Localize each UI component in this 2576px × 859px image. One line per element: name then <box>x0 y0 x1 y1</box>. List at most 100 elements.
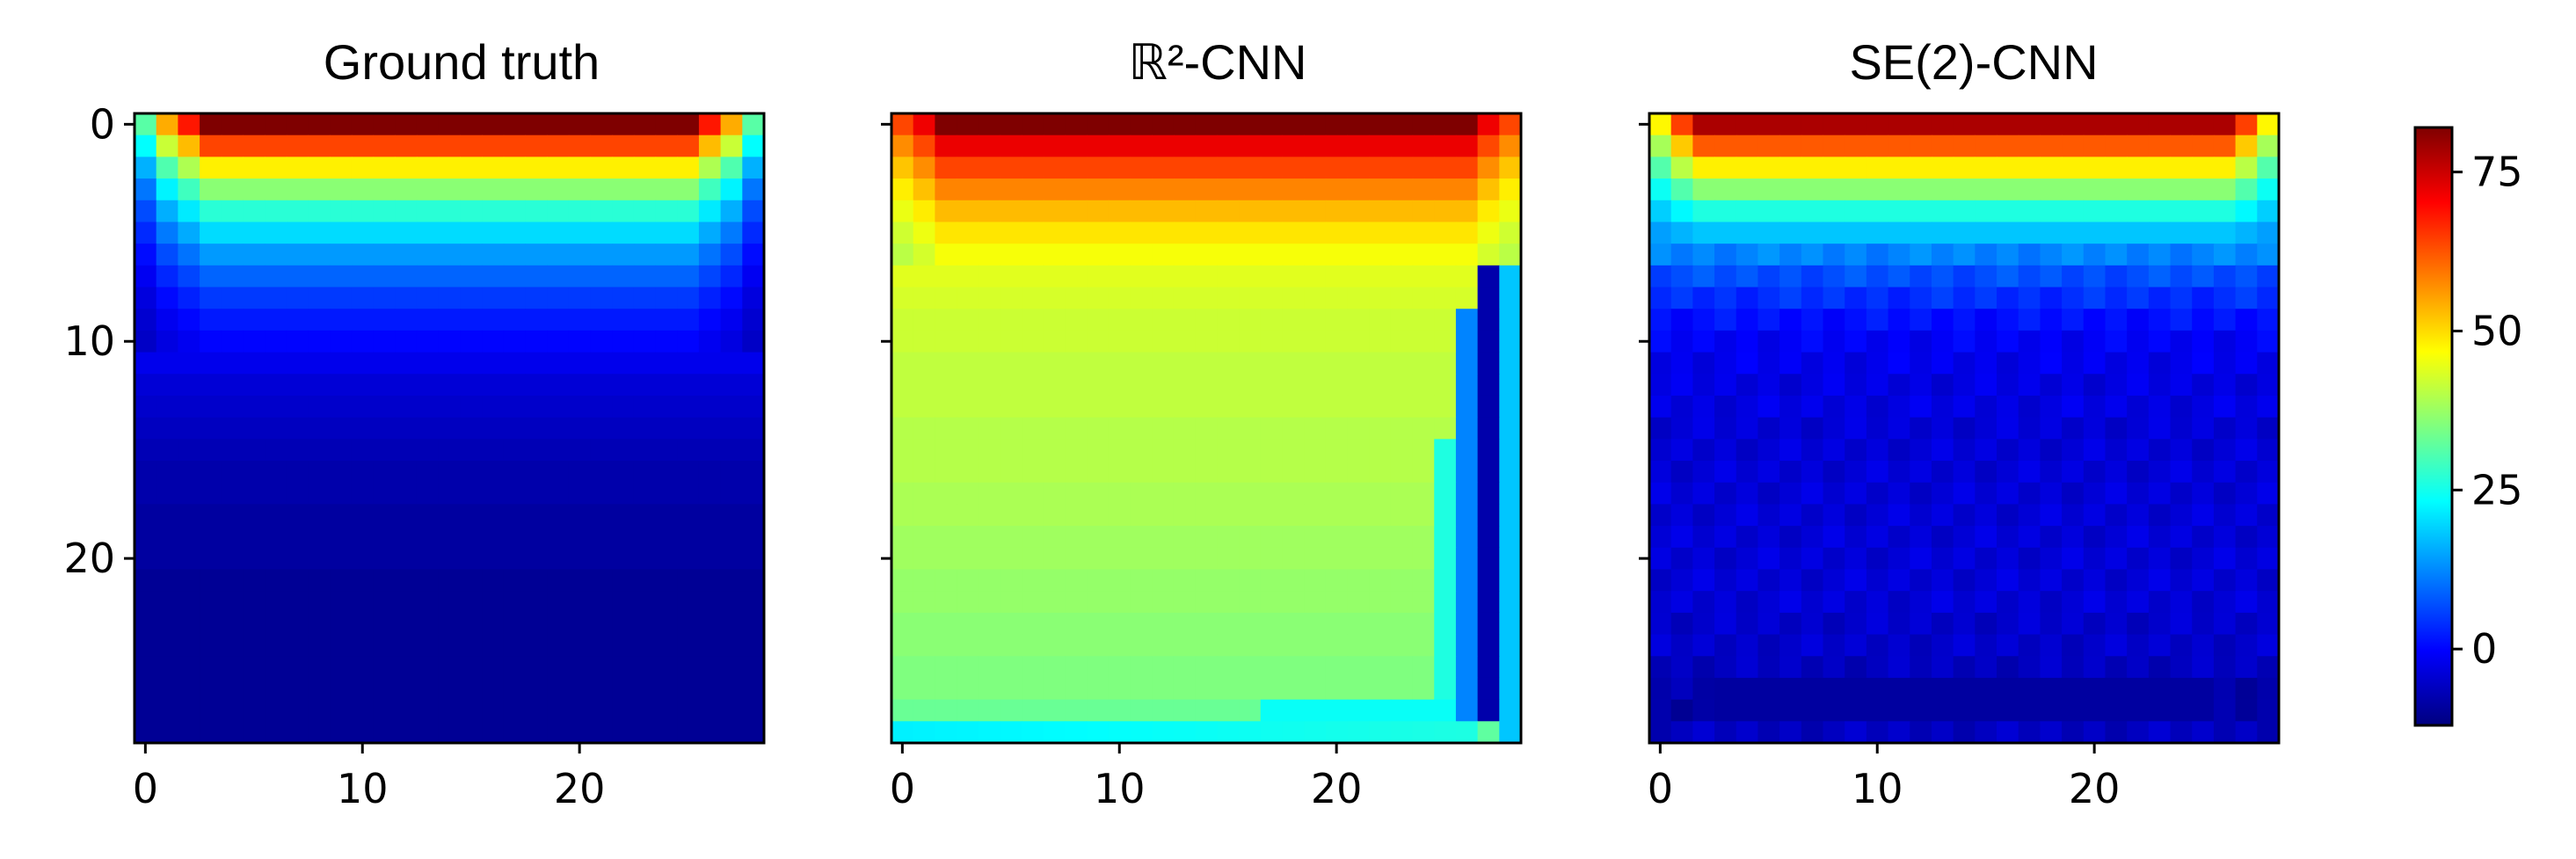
heatmap-cell <box>1260 417 1284 440</box>
heatmap-cell <box>1087 656 1110 679</box>
heatmap-cell <box>1477 222 1500 244</box>
heatmap-cell <box>135 395 157 419</box>
heatmap-cell <box>1477 699 1500 722</box>
heatmap-cell <box>1347 374 1370 397</box>
heatmap-cell <box>1390 352 1414 375</box>
heatmap-cell <box>1412 461 1435 484</box>
heatmap-cell <box>1975 135 1997 157</box>
heatmap-cell <box>1022 200 1044 223</box>
heatmap-cell <box>308 352 331 375</box>
heatmap-cell <box>2148 677 2172 701</box>
heatmap-cell <box>2235 330 2258 353</box>
heatmap-cell <box>1779 309 1802 331</box>
heatmap-cell <box>1022 309 1044 331</box>
heatmap-cell <box>221 677 244 701</box>
heatmap-cell <box>503 612 527 636</box>
heatmap-cell <box>438 547 461 571</box>
heatmap-cell <box>568 504 592 527</box>
heatmap-cell <box>1910 265 1932 288</box>
heatmap-cell <box>1477 504 1500 527</box>
heatmap-cell <box>1888 526 1910 549</box>
heatmap-cell <box>1866 395 1889 419</box>
heatmap-cell <box>590 222 613 244</box>
heatmap-cell <box>2148 612 2172 636</box>
heatmap-cell <box>957 547 979 571</box>
heatmap-cell <box>286 113 309 136</box>
heatmap-cell <box>1477 439 1500 462</box>
heatmap-cell <box>1434 309 1457 331</box>
heatmap-cell <box>1499 309 1522 331</box>
heatmap-cell <box>1152 352 1175 375</box>
heatmap-cell <box>1757 222 1780 244</box>
heatmap-cell <box>1108 374 1132 397</box>
heatmap-cell <box>243 569 266 592</box>
heatmap-cell <box>677 417 700 440</box>
heatmap-cell <box>1304 244 1327 266</box>
heatmap-cell <box>547 330 570 353</box>
heatmap-cell <box>243 656 266 679</box>
heatmap-cell <box>308 265 331 288</box>
heatmap-cell <box>698 395 722 419</box>
heatmap-cell <box>1412 374 1435 397</box>
heatmap-cell <box>1087 634 1110 657</box>
heatmap-cell <box>200 309 222 331</box>
heatmap-cell <box>1000 656 1022 679</box>
heatmap-cell <box>1736 439 1759 462</box>
heatmap-cell <box>1390 721 1414 744</box>
heatmap-cell <box>395 699 418 722</box>
heatmap-cell <box>2192 395 2215 419</box>
heatmap-cell <box>243 374 266 397</box>
heatmap-cell <box>1670 547 1693 571</box>
heatmap-cell <box>265 591 287 614</box>
heatmap-cell <box>1888 569 1910 592</box>
heatmap-cell <box>2170 200 2193 223</box>
heatmap-cell <box>1239 439 1262 462</box>
heatmap-cell <box>1975 244 1997 266</box>
heatmap-cell <box>525 699 548 722</box>
heatmap-cell <box>1736 504 1759 527</box>
heatmap-cell <box>1195 547 1218 571</box>
heatmap-cell <box>2170 612 2193 636</box>
heatmap-cell <box>525 200 548 223</box>
heatmap-cell <box>1477 634 1500 657</box>
heatmap-cell <box>698 352 722 375</box>
heatmap-cell <box>2040 699 2063 722</box>
heatmap-cell <box>547 222 570 244</box>
heatmap-cell <box>1022 482 1044 506</box>
heatmap-cell <box>1369 417 1392 440</box>
heatmap-cell <box>1649 265 1672 288</box>
heatmap-cell <box>1692 482 1715 506</box>
heatmap-cell <box>438 287 461 309</box>
heatmap-cell <box>1000 439 1022 462</box>
heatmap-cell <box>1087 178 1110 201</box>
heatmap-cell <box>1369 178 1392 201</box>
heatmap-cell <box>2105 309 2128 331</box>
heatmap-cell <box>525 526 548 549</box>
heatmap-cell <box>2018 374 2041 397</box>
heatmap-cell <box>891 222 914 244</box>
heatmap-cell <box>265 417 287 440</box>
heatmap-cell <box>1173 352 1197 375</box>
heatmap-cell <box>416 417 440 440</box>
heatmap-cell <box>373 547 396 571</box>
heatmap-cell <box>265 265 287 288</box>
heatmap-cell <box>178 569 200 592</box>
heatmap-cell <box>243 178 266 201</box>
heatmap-cell <box>1304 699 1327 722</box>
heatmap-cell <box>1260 547 1284 571</box>
heatmap-cell <box>1736 526 1759 549</box>
heatmap-cell <box>1845 504 1867 527</box>
heatmap-cell <box>1931 265 1954 288</box>
heatmap-cell <box>568 612 592 636</box>
heatmap-cell <box>720 656 743 679</box>
heatmap-cell <box>1757 612 1780 636</box>
heatmap-cell <box>503 699 527 722</box>
heatmap-cell <box>913 244 935 266</box>
heatmap-cell <box>913 699 935 722</box>
heatmap-cell <box>2062 287 2085 309</box>
heatmap-cell <box>1130 591 1153 614</box>
heatmap-cell <box>135 374 157 397</box>
heatmap-cell <box>655 677 678 701</box>
heatmap-cell <box>438 395 461 419</box>
heatmap-cell <box>2105 200 2128 223</box>
